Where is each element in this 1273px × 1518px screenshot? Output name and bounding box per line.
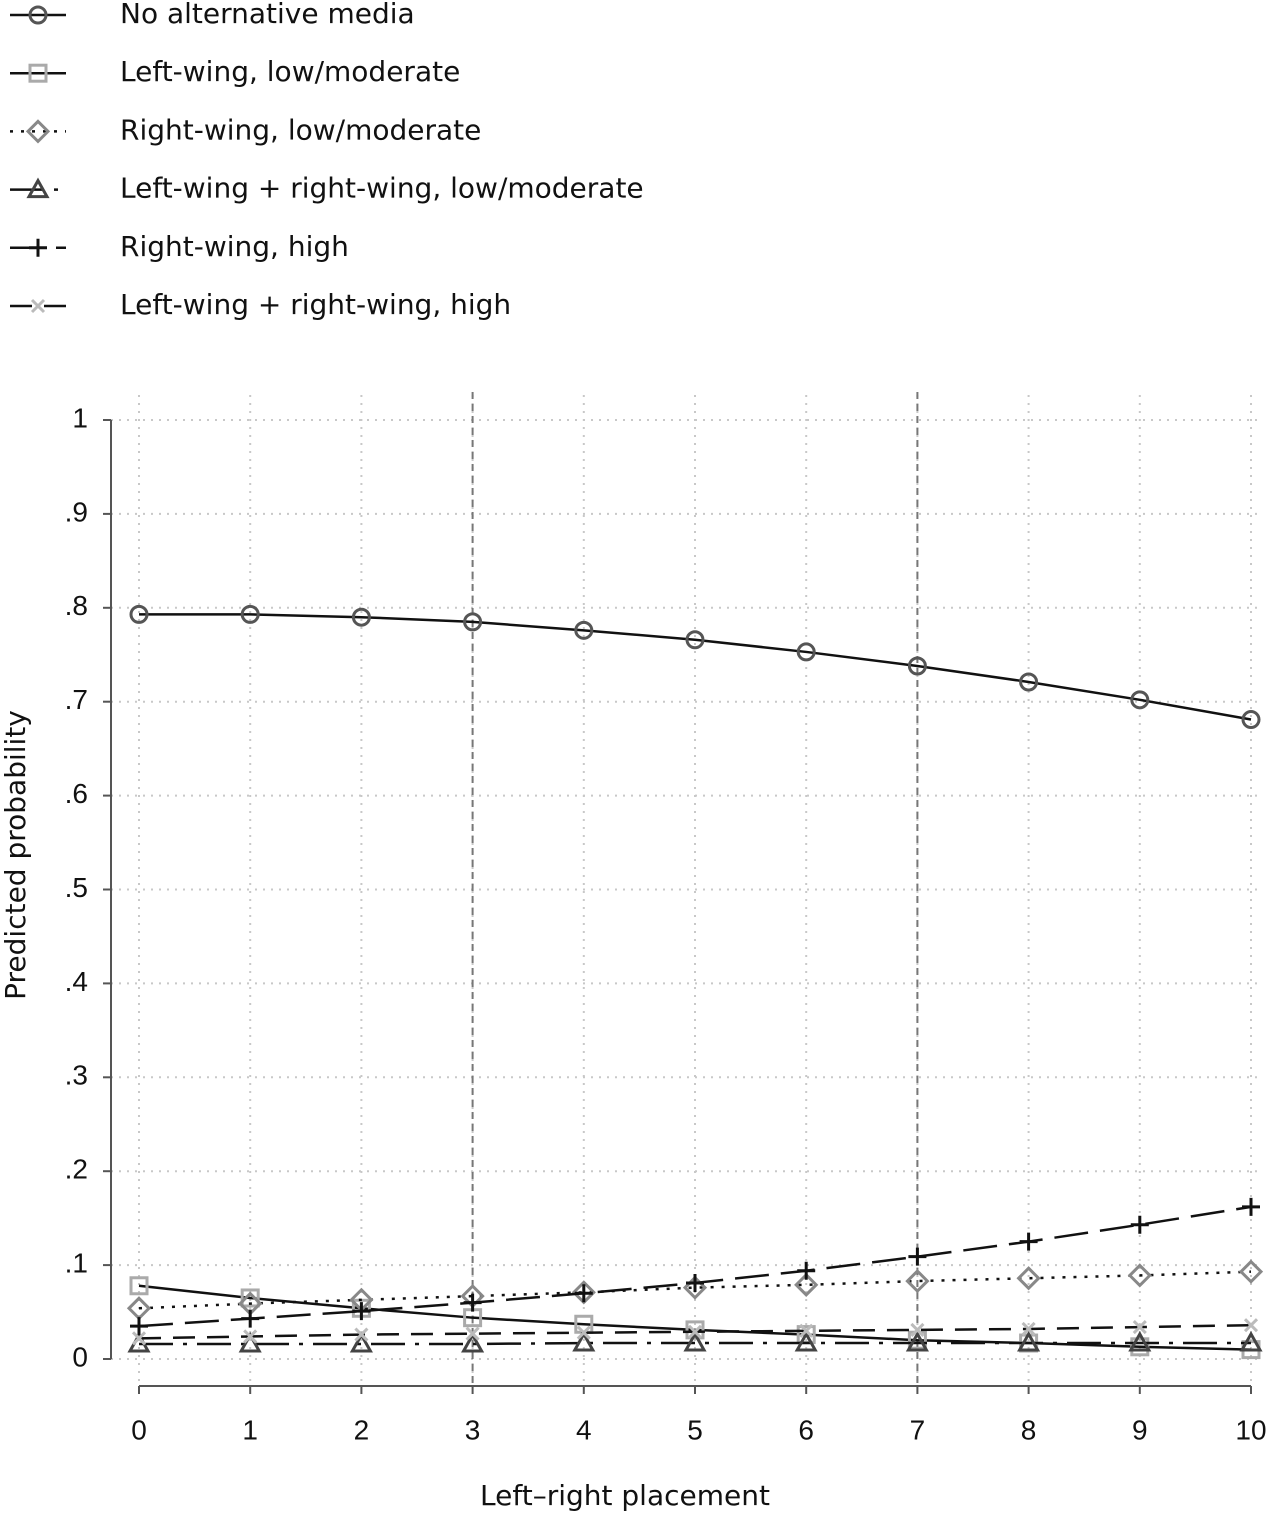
marker (240, 604, 260, 624)
marker (28, 5, 48, 25)
y-tick-label: .2 (65, 1154, 88, 1185)
y-tick-label: 1 (72, 402, 88, 433)
marker (1017, 1330, 1041, 1352)
marker (1130, 1215, 1149, 1234)
marker (349, 1331, 373, 1353)
marker (129, 604, 149, 624)
legend-label: Left-wing + right-wing, low/moderate (120, 172, 644, 205)
marker (351, 607, 371, 627)
marker (1019, 672, 1039, 692)
legend-label: No alternative media (120, 0, 415, 30)
marker (796, 642, 816, 662)
marker (571, 1280, 596, 1305)
y-tick-label: .3 (65, 1060, 88, 1091)
x-tick-label: 0 (131, 1414, 147, 1445)
x-tick-label: 10 (1235, 1414, 1266, 1445)
x-tick-label: 8 (1021, 1414, 1037, 1445)
marker (1238, 1259, 1264, 1284)
y-tick-label: .7 (65, 684, 88, 715)
x-tick-label: 6 (798, 1414, 814, 1445)
legend-label: Right-wing, high (120, 230, 349, 263)
marker (1132, 1320, 1147, 1335)
marker (1021, 1321, 1036, 1337)
y-tick-label: .6 (65, 778, 88, 809)
x-tick-label: 3 (465, 1414, 481, 1445)
marker (572, 1330, 596, 1352)
marker (685, 1320, 705, 1340)
marker (352, 1302, 371, 1321)
marker (241, 1309, 260, 1328)
marker (30, 298, 46, 314)
marker (1241, 710, 1261, 730)
y-tick-label: .5 (65, 872, 88, 903)
marker (905, 1330, 929, 1352)
x-tick-label: 2 (354, 1414, 370, 1445)
legend-label: Left-wing, low/moderate (120, 55, 460, 88)
marker (574, 1284, 593, 1303)
marker (28, 63, 48, 83)
marker (26, 177, 50, 199)
marker (908, 1247, 927, 1266)
marker (1243, 1318, 1259, 1333)
marker (907, 656, 927, 676)
marker (1127, 1263, 1152, 1288)
x-tick-label: 9 (1132, 1414, 1148, 1445)
marker (574, 620, 594, 640)
legend-label: Left-wing + right-wing, high (120, 288, 511, 321)
marker (463, 612, 483, 632)
x-tick-label: 4 (576, 1414, 592, 1445)
y-tick-label: .4 (65, 966, 88, 997)
marker (461, 1331, 485, 1353)
marker (130, 1317, 148, 1336)
marker (29, 238, 47, 257)
x-tick-label: 1 (242, 1414, 258, 1445)
marker (1239, 1330, 1263, 1352)
marker (576, 1325, 591, 1340)
marker (131, 1331, 147, 1346)
marker (910, 1322, 925, 1337)
marker (799, 1323, 814, 1338)
y-tick-label: .1 (65, 1247, 88, 1278)
marker (240, 1288, 260, 1308)
marker (794, 1272, 819, 1297)
y-tick-label: .8 (65, 590, 88, 621)
marker (685, 630, 705, 650)
x-axis-label: Left–right placement (480, 1479, 770, 1512)
marker (687, 1324, 703, 1339)
marker (797, 1261, 816, 1280)
marker (1016, 1266, 1041, 1291)
marker (463, 1293, 482, 1312)
y-tick-label: 0 (72, 1341, 88, 1372)
marker (794, 1330, 818, 1352)
y-axis-label: Predicted probability (0, 710, 32, 1000)
marker (1128, 1330, 1152, 1352)
marker (1242, 1197, 1260, 1216)
series-line (139, 613, 1252, 721)
legend-label: Right-wing, low/moderate (120, 113, 481, 146)
marker (686, 1273, 704, 1292)
marker (243, 1329, 258, 1344)
marker (465, 1326, 480, 1341)
marker (905, 1268, 930, 1294)
marker (129, 1276, 149, 1296)
x-tick-label: 5 (687, 1414, 703, 1445)
marker (1019, 1232, 1038, 1251)
x-tick-label: 7 (910, 1414, 926, 1445)
marker (1130, 690, 1150, 710)
y-tick-label: .9 (65, 496, 88, 527)
series-line (139, 1341, 1251, 1346)
marker (354, 1327, 369, 1342)
marker (25, 119, 51, 144)
marker (683, 1330, 707, 1352)
